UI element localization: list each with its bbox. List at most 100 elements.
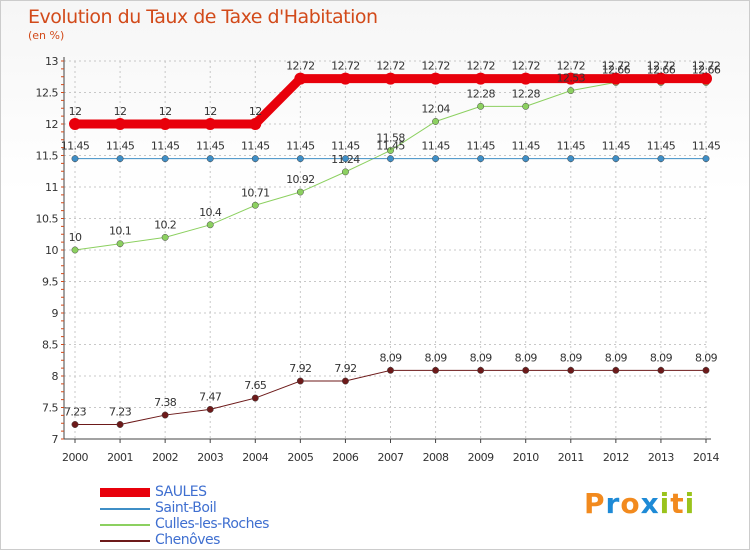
y-tick-label: 8	[52, 370, 59, 383]
logo-letter: o	[620, 487, 641, 520]
data-label: 12.04	[421, 102, 450, 115]
proxiti-logo: Proxiti	[584, 487, 695, 520]
data-point	[71, 155, 79, 163]
data-label: 11.45	[106, 140, 135, 153]
data-point	[341, 155, 349, 163]
data-point	[387, 155, 394, 163]
data-label: 12.72	[421, 60, 450, 73]
data-label: 8.09	[425, 351, 448, 364]
data-label: 8.09	[695, 351, 718, 364]
data-point	[294, 72, 307, 85]
y-tick-label: 7	[52, 433, 59, 446]
data-point	[702, 366, 710, 374]
data-point	[251, 394, 259, 402]
data-point	[474, 72, 487, 85]
x-tick-label: 2002	[152, 451, 178, 464]
data-point	[69, 118, 81, 130]
data-point	[251, 155, 259, 163]
data-label: 12.28	[466, 87, 495, 100]
data-label: 12.72	[647, 60, 676, 73]
data-label: 12.72	[511, 60, 540, 73]
data-label: 12	[159, 105, 172, 118]
data-point	[384, 72, 397, 85]
data-label: 7.65	[244, 379, 267, 392]
data-point	[522, 155, 530, 163]
data-point	[116, 155, 124, 163]
data-point	[387, 366, 394, 374]
x-tick-label: 2000	[62, 451, 88, 464]
data-point	[206, 155, 214, 163]
x-tick-label: 2004	[242, 451, 268, 464]
data-point	[432, 366, 440, 374]
data-point	[654, 72, 667, 85]
data-label: 12	[69, 105, 82, 118]
data-label: 8.09	[650, 351, 673, 364]
data-point	[432, 118, 440, 125]
data-point	[702, 155, 710, 163]
data-label: 12.72	[376, 60, 405, 73]
data-label: 10.92	[286, 173, 315, 186]
x-tick-label: 2007	[378, 451, 404, 464]
x-tick-label: 2012	[603, 451, 629, 464]
data-label: 11.45	[602, 140, 631, 153]
data-label: 12	[204, 105, 217, 118]
data-point	[564, 72, 577, 85]
data-label: 11.45	[557, 140, 586, 153]
data-point	[159, 118, 172, 130]
data-label: 12.72	[331, 60, 360, 73]
data-label: 11.45	[196, 140, 225, 153]
data-point	[522, 102, 530, 110]
legend-label: Chenôves	[155, 532, 220, 548]
data-point	[519, 72, 532, 85]
data-label: 8.09	[515, 351, 538, 364]
logo-letter: r	[605, 487, 621, 520]
data-point	[251, 201, 259, 209]
data-point	[161, 411, 169, 419]
data-point	[432, 155, 440, 163]
data-point	[339, 72, 352, 85]
data-label: 10	[69, 231, 82, 244]
y-tick-label: 9	[52, 307, 59, 320]
legend-swatch	[100, 540, 150, 542]
x-tick-label: 2011	[558, 451, 584, 464]
x-tick-label: 2009	[468, 451, 494, 464]
legend-item: Saint-Boil	[100, 500, 340, 516]
y-tick-label: 9.5	[42, 276, 58, 289]
data-point	[114, 118, 127, 130]
x-tick-label: 2010	[513, 451, 539, 464]
data-label: 12.66	[602, 63, 631, 76]
data-label: 11.45	[286, 140, 315, 153]
data-label: 11.45	[241, 140, 270, 153]
data-label: 11.45	[421, 140, 450, 153]
data-point	[567, 155, 575, 163]
logo-letter: P	[584, 487, 606, 520]
data-label: 7.38	[154, 396, 177, 409]
data-point	[296, 155, 304, 163]
data-label: 11.45	[466, 140, 495, 153]
x-tick-label: 2013	[648, 451, 674, 464]
data-label: 10.2	[154, 218, 176, 231]
data-point	[296, 377, 304, 385]
y-tick-label: 8.5	[42, 339, 58, 352]
x-tick-label: 2005	[287, 451, 313, 464]
y-tick-label: 10.5	[36, 213, 59, 226]
data-point	[387, 147, 394, 154]
data-label: 8.09	[560, 351, 583, 364]
data-point	[522, 366, 530, 374]
data-point	[71, 421, 79, 428]
data-point	[206, 405, 214, 413]
logo-letter: i	[684, 487, 696, 520]
data-label: 7.23	[109, 406, 132, 419]
data-point	[341, 168, 349, 176]
data-point	[612, 155, 620, 163]
legend-item: Chenôves	[100, 532, 340, 548]
data-label: 8.09	[605, 351, 628, 364]
data-point	[477, 155, 485, 163]
y-tick-label: 13	[45, 55, 58, 68]
data-label: 8.09	[379, 351, 402, 364]
legend-swatch	[100, 488, 150, 497]
x-tick-label: 2014	[693, 451, 719, 464]
data-label: 11.24	[331, 153, 360, 166]
x-tick-label: 2001	[107, 451, 133, 464]
